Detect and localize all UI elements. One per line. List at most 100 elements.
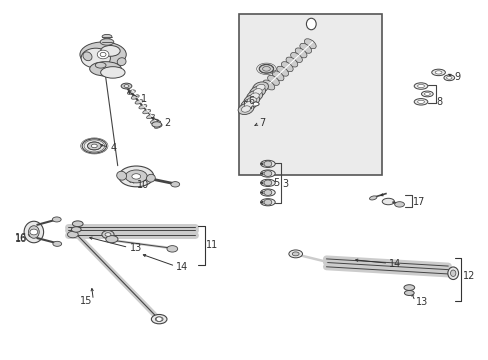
Ellipse shape	[431, 69, 445, 76]
Circle shape	[264, 199, 271, 205]
Ellipse shape	[71, 227, 81, 232]
Ellipse shape	[394, 202, 404, 207]
Text: 11: 11	[205, 240, 217, 250]
Ellipse shape	[67, 231, 78, 238]
Ellipse shape	[446, 76, 451, 79]
Ellipse shape	[403, 285, 414, 291]
Ellipse shape	[91, 144, 97, 148]
Ellipse shape	[121, 83, 132, 89]
Ellipse shape	[146, 174, 155, 182]
Circle shape	[97, 50, 109, 59]
Ellipse shape	[382, 198, 394, 205]
Ellipse shape	[256, 84, 264, 91]
Text: 16: 16	[15, 234, 27, 244]
Circle shape	[264, 171, 271, 176]
Text: 3: 3	[282, 179, 287, 189]
Ellipse shape	[290, 53, 302, 62]
Ellipse shape	[72, 221, 83, 226]
Ellipse shape	[299, 43, 311, 53]
Ellipse shape	[139, 104, 146, 109]
Text: 17: 17	[412, 197, 424, 207]
Ellipse shape	[155, 317, 163, 321]
Ellipse shape	[80, 42, 126, 67]
Text: 13: 13	[415, 297, 427, 307]
Ellipse shape	[135, 100, 142, 104]
Circle shape	[264, 161, 271, 167]
Ellipse shape	[250, 93, 259, 99]
Circle shape	[264, 190, 271, 195]
Ellipse shape	[404, 291, 413, 296]
Ellipse shape	[263, 80, 274, 90]
Ellipse shape	[28, 226, 39, 238]
Circle shape	[100, 52, 106, 57]
Ellipse shape	[249, 86, 265, 97]
Ellipse shape	[267, 75, 279, 85]
Ellipse shape	[89, 62, 121, 76]
Ellipse shape	[83, 52, 92, 61]
Ellipse shape	[101, 45, 120, 56]
Ellipse shape	[281, 62, 293, 72]
Ellipse shape	[125, 170, 147, 183]
Ellipse shape	[151, 315, 166, 324]
Text: 10: 10	[137, 180, 149, 190]
Ellipse shape	[424, 93, 429, 95]
Ellipse shape	[246, 90, 262, 102]
Text: 8: 8	[435, 97, 441, 107]
Ellipse shape	[421, 91, 432, 97]
Text: 13: 13	[130, 243, 142, 253]
Text: 14: 14	[176, 262, 188, 272]
Ellipse shape	[259, 64, 273, 73]
Text: 5: 5	[272, 177, 279, 188]
Ellipse shape	[417, 100, 424, 103]
Ellipse shape	[53, 241, 61, 246]
Ellipse shape	[152, 122, 161, 127]
Text: 7: 7	[259, 118, 265, 128]
Text: 6: 6	[248, 96, 254, 106]
Ellipse shape	[244, 95, 259, 106]
Ellipse shape	[24, 221, 43, 243]
Ellipse shape	[249, 102, 259, 106]
Ellipse shape	[52, 217, 61, 222]
Ellipse shape	[434, 71, 441, 74]
Text: 2: 2	[163, 118, 170, 128]
Ellipse shape	[413, 83, 427, 89]
Ellipse shape	[87, 142, 101, 150]
Ellipse shape	[447, 267, 458, 279]
Ellipse shape	[443, 75, 454, 81]
Ellipse shape	[272, 71, 284, 81]
Ellipse shape	[117, 58, 126, 66]
Ellipse shape	[170, 181, 179, 187]
Ellipse shape	[244, 102, 253, 108]
Ellipse shape	[131, 95, 139, 99]
Ellipse shape	[127, 90, 135, 94]
Ellipse shape	[132, 174, 141, 179]
Ellipse shape	[449, 270, 455, 276]
Ellipse shape	[288, 250, 302, 258]
Ellipse shape	[252, 82, 268, 93]
Ellipse shape	[260, 160, 275, 167]
Ellipse shape	[260, 189, 275, 196]
Ellipse shape	[102, 35, 112, 39]
Ellipse shape	[154, 124, 162, 129]
Ellipse shape	[241, 106, 250, 112]
Text: 1: 1	[141, 94, 147, 104]
Ellipse shape	[260, 179, 275, 186]
Ellipse shape	[105, 235, 118, 243]
Bar	[243, 101, 251, 108]
Text: 16: 16	[15, 233, 27, 243]
Ellipse shape	[95, 62, 106, 68]
Ellipse shape	[100, 39, 114, 45]
Text: 4: 4	[110, 143, 116, 153]
Ellipse shape	[241, 99, 256, 110]
Ellipse shape	[146, 114, 154, 119]
Ellipse shape	[369, 196, 376, 200]
Ellipse shape	[82, 139, 106, 153]
Ellipse shape	[306, 18, 316, 30]
Circle shape	[30, 229, 38, 235]
Text: 15: 15	[80, 296, 92, 306]
Ellipse shape	[260, 170, 275, 177]
Ellipse shape	[81, 48, 110, 68]
Bar	[238, 14, 382, 175]
Ellipse shape	[142, 109, 150, 114]
Ellipse shape	[119, 166, 154, 187]
